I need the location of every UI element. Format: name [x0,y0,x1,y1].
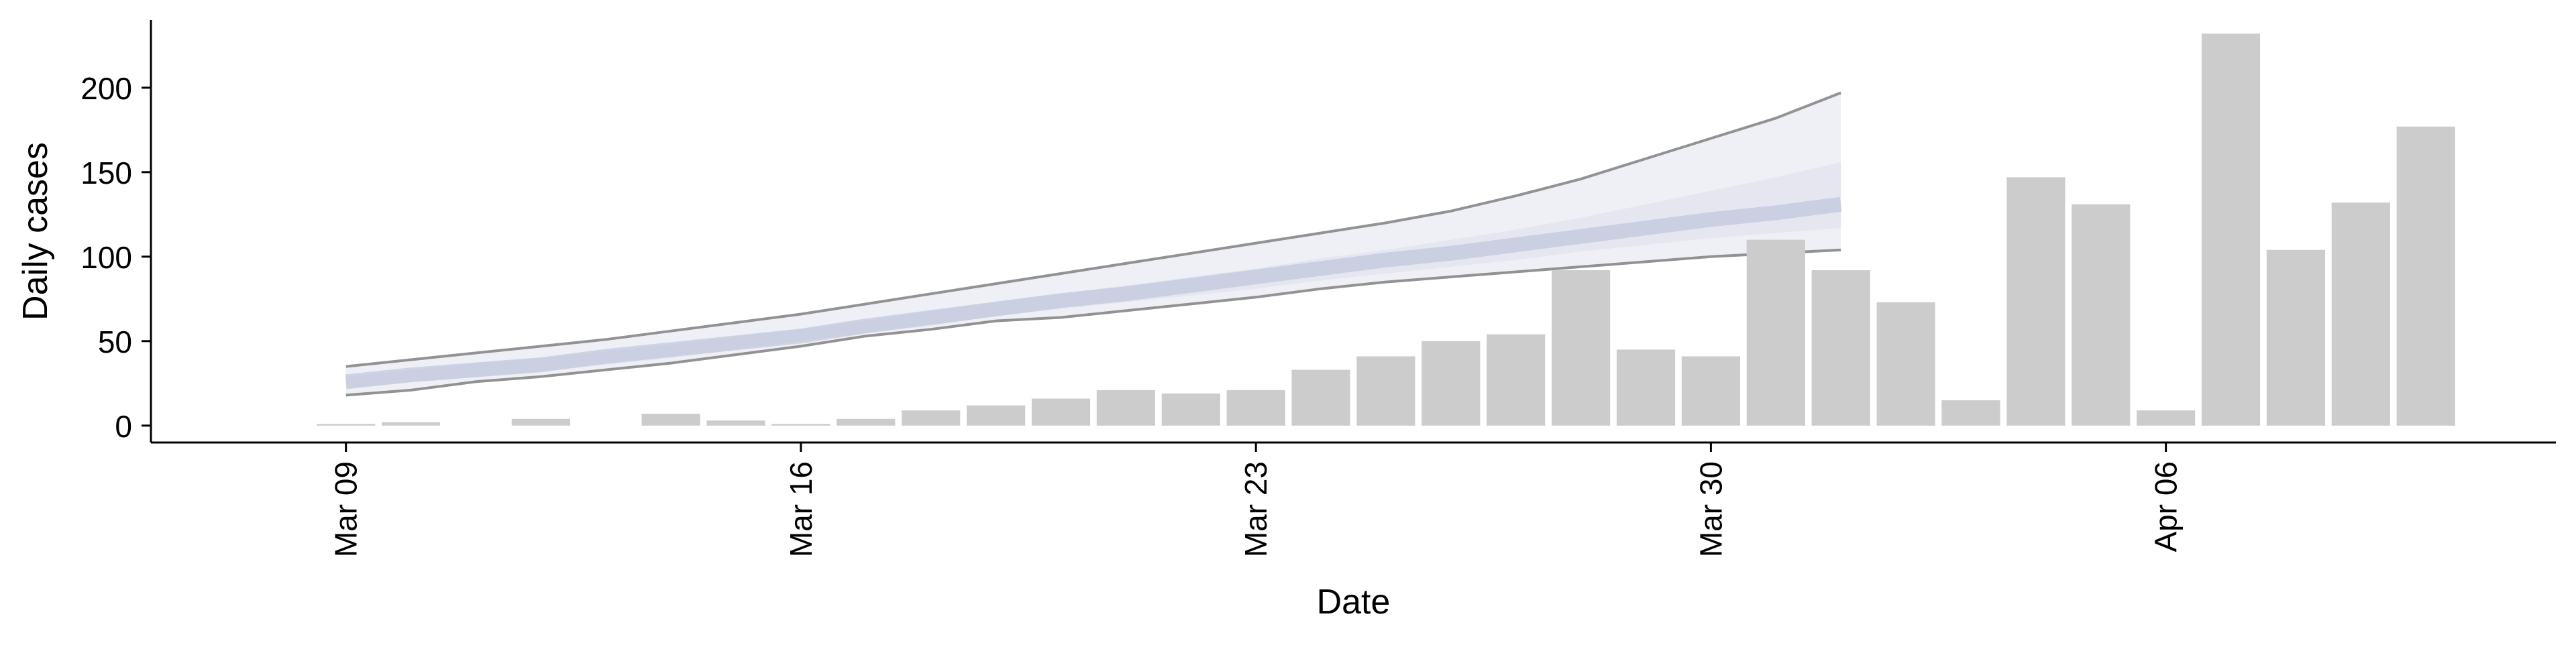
x-tick-label: Mar 30 [1693,461,1728,557]
bar-2020-03-09 [317,424,376,426]
bar-2020-03-29 [1616,349,1676,426]
bar-2020-03-20 [1031,398,1091,426]
x-axis-label: Date [1317,583,1391,622]
y-tick-label: 50 [98,325,132,359]
x-axis-ticks: Mar 09 Mar 16 Mar 23 Mar 30 Apr 06 [329,443,2184,557]
bar-2020-04-02 [1876,302,1935,426]
y-tick-label: 150 [80,156,132,190]
bar-2020-03-18 [902,410,961,426]
bar-2020-04-08 [2266,249,2325,426]
bar-2020-03-22 [1161,393,1220,426]
bar-2020-03-28 [1552,270,1611,426]
bar-2020-03-23 [1226,390,1285,426]
bar-2020-03-27 [1487,334,1546,426]
bar-2020-03-14 [641,414,700,426]
bar-2020-03-10 [382,422,441,426]
x-tick-label: Mar 09 [329,461,364,557]
bar-2020-03-26 [1421,341,1481,426]
x-tick-label: Mar 23 [1238,461,1273,557]
y-axis-label: Daily cases [16,142,55,320]
forecast-upper-bound-line [345,91,1841,368]
y-tick-label: 200 [80,71,132,106]
x-tick-label: Apr 06 [2149,461,2184,552]
bar-2020-04-07 [2201,34,2261,426]
y-axis-ticks: 0 50 100 150 200 [80,71,151,444]
bar-2020-04-04 [2006,177,2065,426]
bar-2020-04-09 [2331,202,2390,426]
forecast-layer [345,91,1842,397]
bar-2020-03-17 [837,418,896,426]
bar-2020-03-30 [1681,356,1740,426]
bar-2020-04-05 [2072,204,2131,426]
bar-2020-03-21 [1096,390,1155,426]
bar-2020-04-01 [1811,270,1870,426]
bars-layer [317,34,2455,426]
forecast-lower-bound-line [345,248,1841,397]
bar-2020-03-25 [1356,356,1415,426]
y-tick-label: 100 [80,240,132,275]
x-tick-label: Mar 16 [784,461,818,557]
bar-2020-03-19 [967,405,1026,426]
bar-2020-03-24 [1291,369,1350,426]
axes-layer: 0 50 100 150 200 Mar 09 Mar 16 Mar 23 Mar 30 Apr… [80,20,2556,557]
bar-2020-03-15 [706,420,765,426]
bar-2020-04-10 [2396,126,2455,426]
bar-2020-04-03 [1941,400,2000,426]
y-tick-label: 0 [115,409,132,444]
bar-2020-04-06 [2137,410,2196,426]
bar-2020-03-31 [1746,239,1805,426]
bar-2020-03-12 [511,418,570,426]
forecast-median-band [345,196,1842,390]
bar-2020-03-16 [771,424,830,426]
